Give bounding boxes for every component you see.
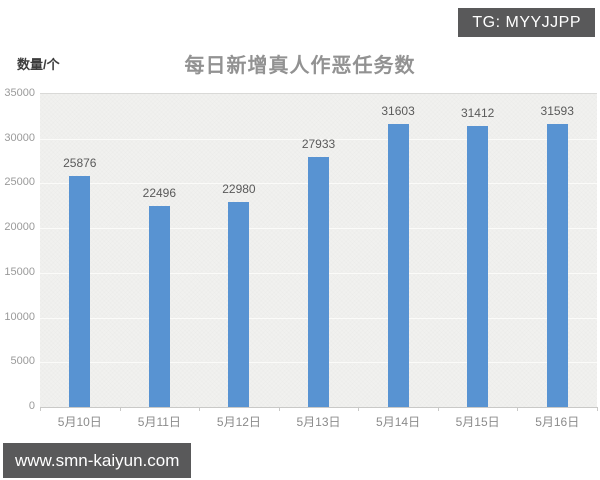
y-tick-label: 15000 [4,265,35,278]
x-tick-mark [437,407,439,411]
x-tick-mark [199,407,201,411]
bar-value-label: 31412 [460,106,495,121]
bar [308,157,329,407]
x-axis-label: 5月10日 [57,415,102,429]
bar-value-label: 27933 [301,137,336,152]
watermark-text: www.smn-kaiyun.com [15,451,180,470]
bar [467,126,489,407]
x-axis-label: 5月15日 [455,415,500,429]
bar-value-label: 22980 [222,181,256,196]
bar-value-label: 31593 [540,104,574,119]
y-tick-label: 5000 [10,355,35,368]
bar-value-label: 22496 [142,185,177,200]
x-axis-label: 5月14日 [376,415,421,429]
bar [69,175,91,407]
x-tick-mark [278,407,280,411]
y-tick-label: 10000 [4,310,35,323]
gridline [40,138,597,140]
y-tick-label: 35000 [4,87,35,99]
plot-area: 25876 22496 22980 27933 31603 31412 31593 [40,93,597,408]
y-axis-unit-label: 数量/个 [17,57,60,72]
bar [546,124,568,407]
x-axis-label: 5月13日 [296,415,341,429]
bar-value-label: 25876 [63,155,97,170]
telegram-badge: TG: MYYJJPP [458,8,595,37]
y-tick-label: 20000 [4,221,35,234]
y-tick-label: 30000 [4,131,35,144]
x-axis-label: 5月16日 [535,415,580,429]
x-tick-mark [517,407,519,411]
bar [228,201,250,407]
x-axis-label: 5月11日 [137,415,181,429]
x-axis-label: 5月12日 [216,415,261,429]
bar [148,205,170,407]
x-tick-mark [119,407,121,411]
x-tick-mark [597,407,598,411]
y-tick-label: 0 [28,400,35,412]
x-tick-mark [358,407,360,411]
watermark: www.smn-kaiyun.com [3,443,192,478]
bar-value-label: 31603 [381,104,415,119]
x-tick-mark [40,407,41,411]
bar [387,124,409,407]
y-tick-label: 25000 [4,176,35,189]
telegram-badge-text: TG: MYYJJPP [472,14,581,31]
chart-title: 每日新增真人作恶任务数 [184,55,416,77]
